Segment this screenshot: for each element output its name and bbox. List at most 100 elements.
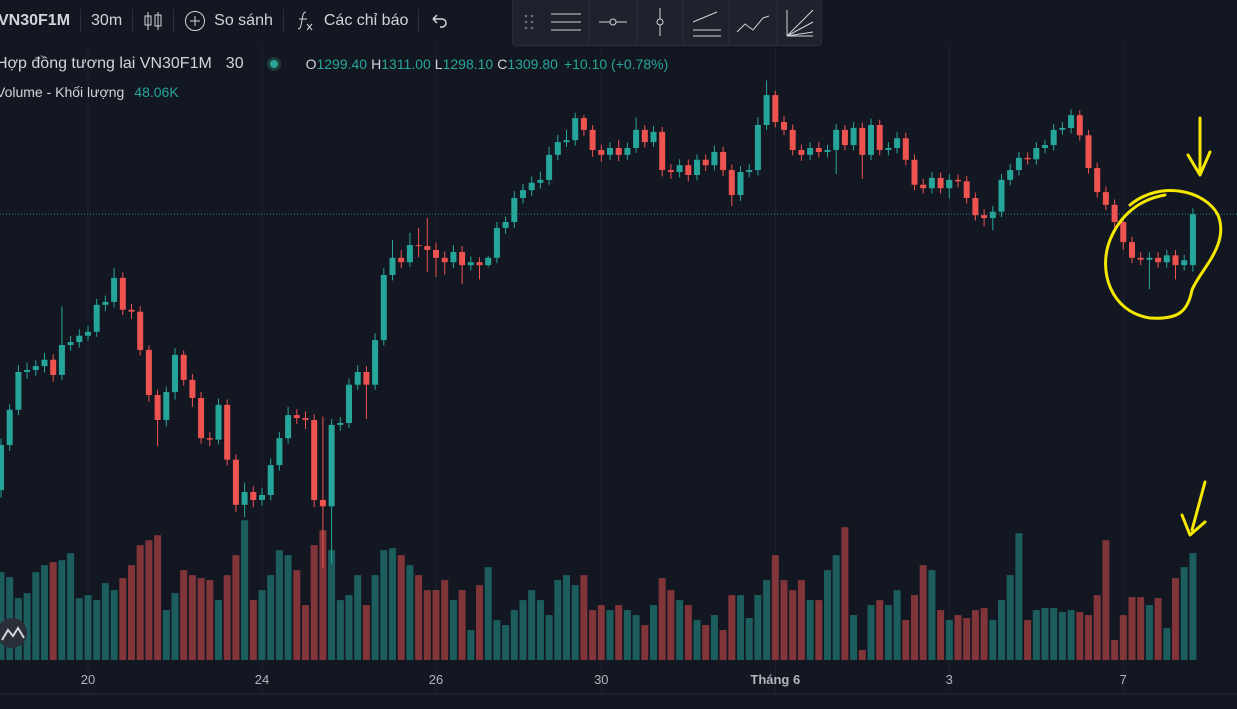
candle-body (520, 190, 526, 199)
ohlc-item: C1309.80 (497, 56, 558, 72)
candle-body (554, 142, 561, 155)
candle-body (1007, 170, 1014, 180)
volume-bar (206, 580, 214, 660)
tool-channel[interactable] (692, 11, 721, 37)
logo-badge[interactable] (0, 618, 27, 648)
volume-bar (484, 567, 492, 660)
candle-body (406, 245, 413, 263)
candle-body (415, 245, 422, 247)
candle-body (928, 177, 935, 189)
ohlc-value: 1298.10 (442, 56, 494, 72)
candle-body (363, 371, 370, 385)
candle-body (563, 140, 570, 143)
undo-button[interactable] (419, 0, 459, 42)
volume-bar (101, 583, 109, 660)
plus-icon (185, 11, 206, 31)
candle-body (1076, 115, 1083, 136)
volume-bar (110, 590, 118, 660)
candle-body (276, 438, 283, 466)
candle-body (885, 148, 892, 150)
ohlc-value: 1299.40 (316, 56, 368, 72)
interval-button[interactable]: 30m (81, 0, 132, 42)
volume-bar (1024, 620, 1032, 660)
candle-body (989, 211, 996, 219)
candle-body (511, 198, 518, 223)
candle-body (1189, 214, 1196, 266)
volume-bar (554, 580, 562, 660)
candle-body (981, 215, 988, 219)
candle-body (1059, 127, 1066, 130)
volume-bar (763, 580, 771, 660)
volume-bar (928, 570, 936, 660)
ohlc-key: O (305, 56, 317, 72)
candle-body (189, 379, 196, 398)
x-tick-label: Tháng 6 (750, 672, 800, 687)
candle-body (459, 251, 466, 266)
candle-body (589, 129, 596, 150)
volume-bar (641, 625, 649, 660)
candle-body (1111, 204, 1118, 223)
symbol-button[interactable]: VN30F1M (0, 0, 80, 42)
candle-body (389, 257, 396, 275)
indicators-button[interactable]: Các chỉ báo (284, 0, 419, 42)
candle-body (685, 165, 692, 175)
volume-bar (423, 590, 431, 660)
candle-body (493, 227, 500, 258)
volume-bar (319, 530, 327, 660)
volume-bar (980, 608, 988, 660)
candle-body (737, 172, 744, 196)
volume-bar (458, 590, 466, 660)
candle-body (972, 198, 979, 216)
ohlc-values: O1299.40 H1311.00 L1298.10 C1309.80 (306, 56, 558, 72)
arrow-annotation (1180, 480, 1207, 537)
volume-bar (832, 555, 840, 660)
candle-body (128, 309, 135, 312)
compare-button[interactable]: So sánh (174, 0, 283, 42)
candle-body (824, 149, 831, 152)
volume-bar (615, 605, 623, 660)
volume-bar (1058, 612, 1066, 660)
x-tick-label: 3 (946, 672, 953, 687)
volume-bar (911, 595, 918, 660)
volume-bar (302, 605, 309, 660)
candle-body (659, 131, 666, 171)
volume-bar (406, 565, 414, 660)
volume-bar (658, 578, 666, 660)
tool-path[interactable] (736, 15, 770, 33)
candle-body (319, 499, 326, 507)
candle-body (476, 262, 483, 266)
candle-body (650, 131, 657, 143)
separator (173, 9, 175, 33)
volume-bar (1093, 595, 1101, 660)
volume-bar (571, 585, 579, 660)
volume-bar (389, 548, 396, 660)
candle-body (894, 138, 901, 149)
indicators-label: Các chỉ báo (323, 12, 409, 29)
candle-body (380, 274, 387, 341)
tool-lines[interactable] (551, 13, 581, 31)
volume-bar (754, 595, 762, 660)
candle-body (902, 138, 909, 160)
volume-bar (589, 610, 597, 660)
volume-bar (1189, 553, 1197, 660)
volume-bar (623, 610, 631, 660)
volume-bar (1172, 578, 1179, 660)
volume-bar (1154, 598, 1162, 660)
volume-bar (528, 590, 536, 660)
status-dot (266, 57, 281, 71)
arrow-annotation (1186, 116, 1212, 177)
chart-style-button[interactable] (133, 0, 173, 42)
volume-bar (58, 560, 66, 660)
candle-body (111, 277, 118, 302)
candle-body (537, 179, 544, 183)
volume-bar (719, 630, 727, 660)
tool-fan[interactable] (786, 9, 814, 37)
candle-body (1094, 168, 1101, 193)
candle-body (963, 181, 970, 199)
volume-bar (998, 600, 1005, 660)
candle-body (607, 148, 613, 155)
candle-body (398, 257, 405, 263)
volume-bar (1137, 597, 1145, 660)
candle-body (58, 345, 65, 375)
volume-bar (162, 610, 170, 660)
